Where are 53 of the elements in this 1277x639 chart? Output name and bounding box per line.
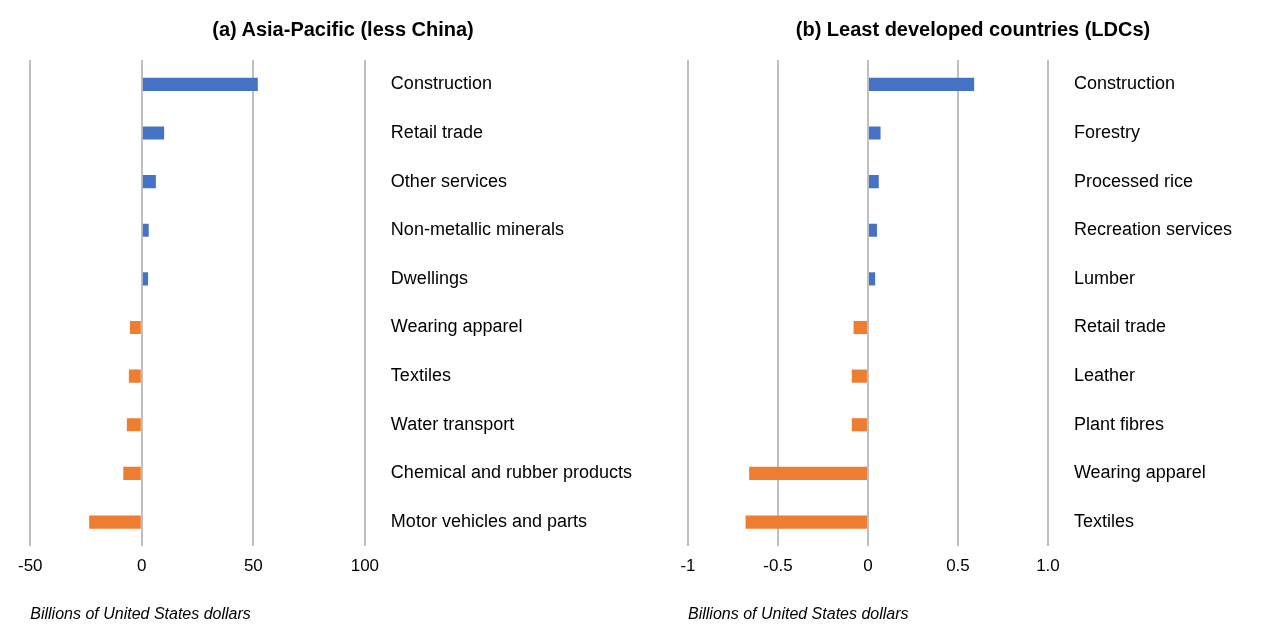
bar [142,126,165,140]
bar [745,515,867,529]
y-tick-label: Lumber [1073,267,1135,288]
bar [853,320,867,335]
y-tick-label: Textiles [390,365,451,386]
bar [142,223,149,237]
y-tick-label: Leather [1073,365,1135,386]
bar [851,369,867,383]
x-tick-label: -50 [18,556,43,576]
y-tick-label: Motor vehicles and parts [390,511,587,532]
y-tick-label: Chemical and rubber products [390,462,633,483]
bar [128,369,141,383]
bar [868,77,975,91]
y-tick-label: Water transport [390,413,515,434]
bar [851,418,867,432]
chart-title: (a) Asia-Pacific (less China) [212,17,474,40]
y-tick-label: Construction [1073,73,1175,94]
x-tick-label: 0.5 [946,556,970,576]
y-tick-label: Other services [390,170,507,191]
y-tick-label: Processed rice [1073,170,1193,191]
bar [868,272,876,286]
y-tick-label: Wearing apparel [1073,462,1206,483]
bar [142,272,149,286]
x-tick-label: -1 [680,556,696,576]
chart-title: (b) Least developed countries (LDCs) [795,17,1151,40]
bar [129,320,141,335]
bar [142,175,156,189]
bar [123,466,141,481]
bar [142,77,258,91]
y-tick-label: Retail trade [390,121,483,142]
x-axis-title: Billions of United States dollars [688,604,909,622]
bar [749,466,867,481]
x-tick-label: 1.0 [1036,556,1060,576]
x-tick-label: 0 [863,556,873,576]
y-tick-label: Plant fibres [1073,413,1164,434]
y-tick-label: Forestry [1073,121,1140,142]
x-axis-title: Billions of United States dollars [30,604,251,622]
bar [868,223,877,237]
y-tick-label: Wearing apparel [390,316,523,337]
y-tick-label: Textiles [1073,511,1134,532]
y-tick-label: Construction [390,73,492,94]
bar [126,418,141,432]
x-tick-label: 0 [137,556,147,576]
bar [868,126,881,140]
bar [89,515,141,529]
bar [868,175,879,189]
y-tick-label: Non-metallic minerals [390,219,564,240]
x-tick-label: 100 [350,556,380,576]
y-tick-label: Recreation services [1073,219,1232,240]
x-tick-label: -0.5 [763,556,793,576]
y-tick-label: Dwellings [390,267,468,288]
x-tick-label: 50 [243,556,263,576]
y-tick-label: Retail trade [1073,316,1166,337]
